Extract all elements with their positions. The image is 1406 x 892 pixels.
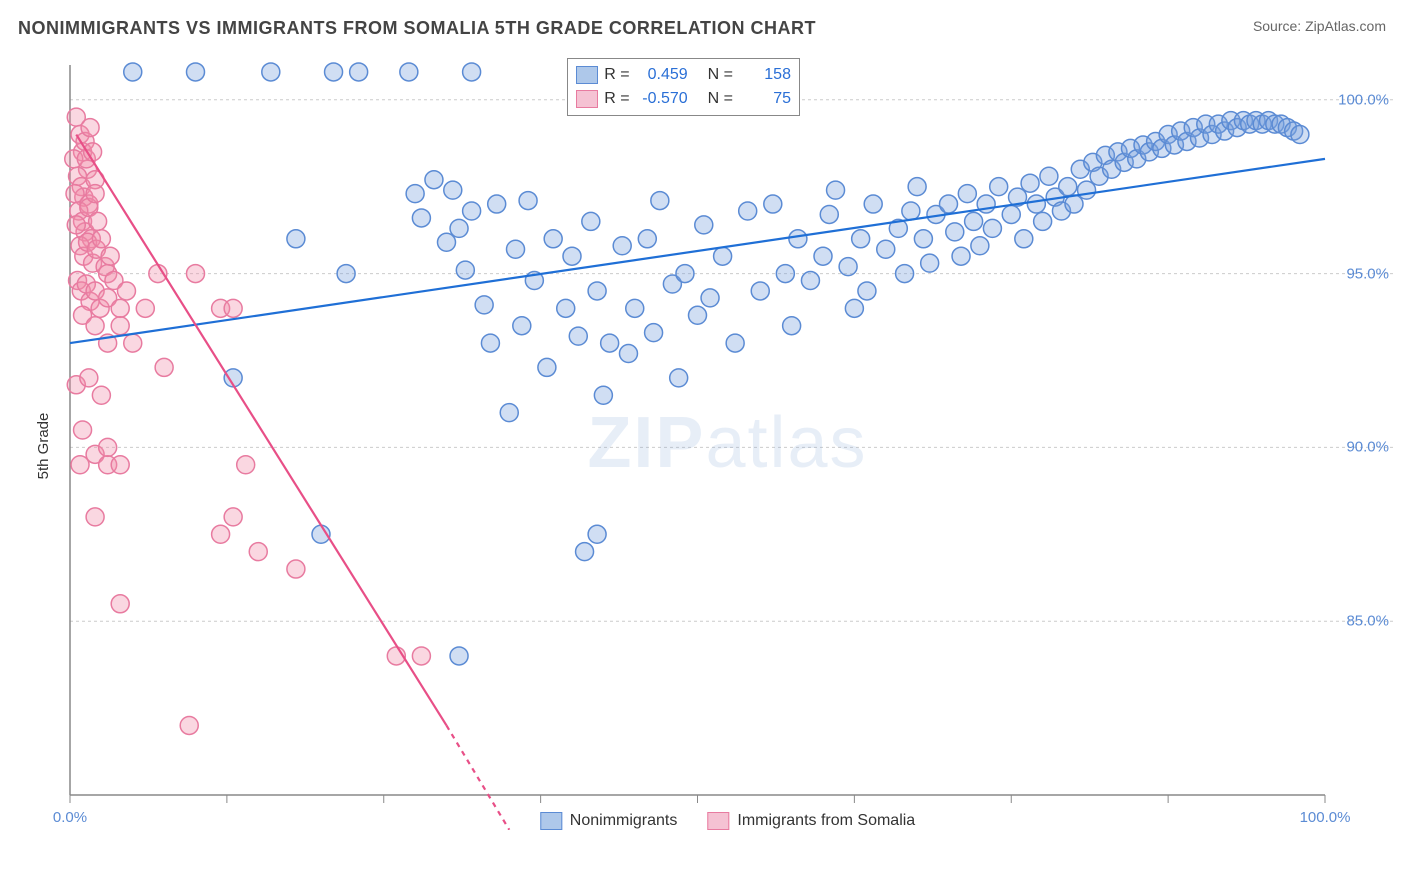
legend-label: Immigrants from Somalia bbox=[737, 812, 915, 830]
legend-item: Nonimmigrants bbox=[540, 812, 678, 830]
legend-swatch bbox=[540, 812, 562, 830]
source-attribution: Source: ZipAtlas.com bbox=[1253, 18, 1386, 34]
y-axis-label: 5th Grade bbox=[35, 413, 52, 480]
scatter-plot: ZIPatlas R = 0.459 N = 158 R = -0.570 N … bbox=[60, 55, 1395, 830]
correlation-legend: R = 0.459 N = 158 R = -0.570 N = 75 bbox=[567, 58, 800, 116]
n-value: 75 bbox=[739, 90, 791, 108]
n-label: N = bbox=[708, 90, 733, 108]
r-label: R = bbox=[604, 90, 629, 108]
n-label: N = bbox=[708, 66, 733, 84]
legend-row: R = -0.570 N = 75 bbox=[576, 87, 791, 111]
x-tick-label: 100.0% bbox=[1300, 809, 1351, 826]
r-value: -0.570 bbox=[636, 90, 688, 108]
chart-title: NONIMMIGRANTS VS IMMIGRANTS FROM SOMALIA… bbox=[18, 18, 816, 39]
x-tick-label: 0.0% bbox=[53, 809, 87, 826]
r-value: 0.459 bbox=[636, 66, 688, 84]
legend-swatch bbox=[576, 90, 598, 108]
legend-swatch bbox=[576, 66, 598, 84]
n-value: 158 bbox=[739, 66, 791, 84]
plot-svg bbox=[60, 55, 1395, 830]
y-tick-label: 90.0% bbox=[1346, 439, 1389, 456]
legend-swatch bbox=[707, 812, 729, 830]
r-label: R = bbox=[604, 66, 629, 84]
y-tick-label: 85.0% bbox=[1346, 613, 1389, 630]
series-legend: Nonimmigrants Immigrants from Somalia bbox=[540, 812, 915, 830]
legend-row: R = 0.459 N = 158 bbox=[576, 63, 791, 87]
legend-label: Nonimmigrants bbox=[570, 812, 678, 830]
y-tick-label: 95.0% bbox=[1346, 265, 1389, 282]
legend-item: Immigrants from Somalia bbox=[707, 812, 915, 830]
y-tick-label: 100.0% bbox=[1338, 91, 1389, 108]
